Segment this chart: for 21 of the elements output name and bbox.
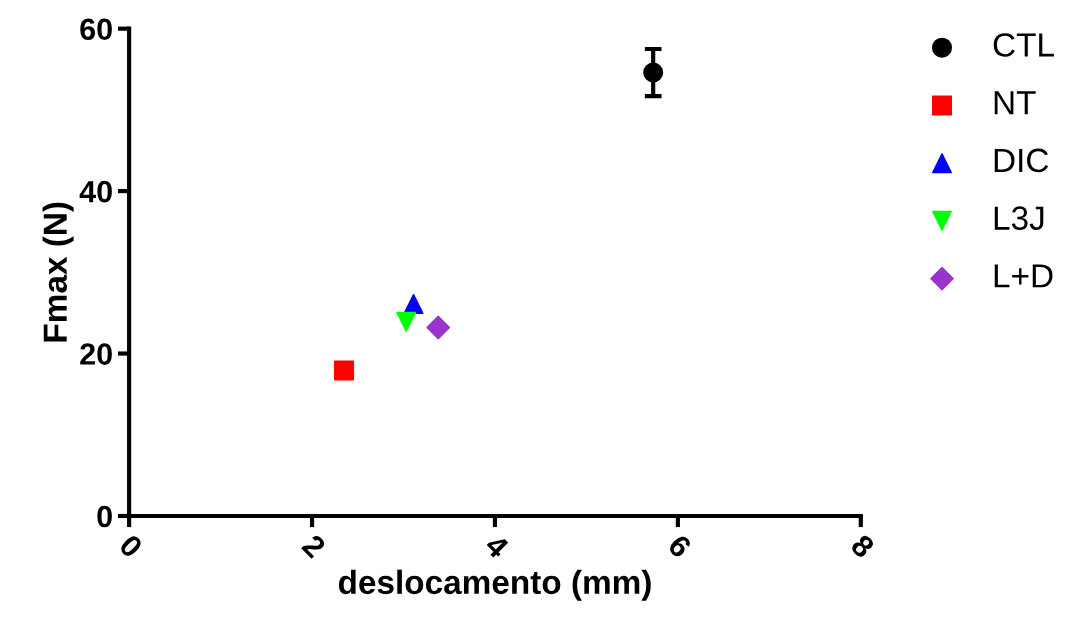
y-tick-label: 60 xyxy=(80,18,112,41)
legend-label: NT xyxy=(994,91,1036,115)
x-tick-label: 8 xyxy=(849,533,876,560)
point xyxy=(643,62,664,83)
point xyxy=(426,315,451,340)
y-tick-label: 40 xyxy=(79,180,112,203)
x-tick-label: 4 xyxy=(483,533,511,560)
legend-label: L+D xyxy=(994,264,1053,288)
legend-label: L3J xyxy=(994,206,1044,230)
legend-label: CTL xyxy=(993,33,1054,57)
x-tick-label: 6 xyxy=(666,533,693,560)
x-tick-label: 2 xyxy=(301,533,327,559)
y-tick-label: 0 xyxy=(97,505,112,528)
point xyxy=(334,360,355,381)
y-axis-title: Fmax (N) xyxy=(42,202,74,342)
x-tick-label: 0 xyxy=(118,533,144,559)
legend-label: DIC xyxy=(994,148,1049,173)
point xyxy=(396,311,417,332)
y-tick-label: 20 xyxy=(80,343,112,365)
x-axis-title: deslocamento (mm) xyxy=(338,569,651,601)
point xyxy=(403,293,424,315)
